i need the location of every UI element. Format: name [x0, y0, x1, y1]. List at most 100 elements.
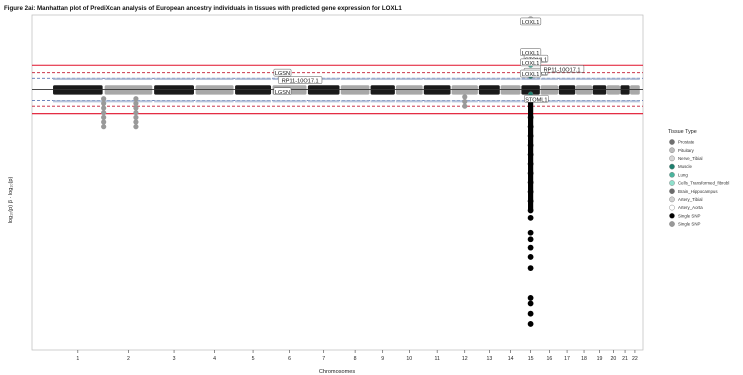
chrom-block-7	[307, 85, 340, 95]
y-axis-label: log₁₀(p) β · log₁₀(p)	[8, 176, 14, 223]
x-tick-label-15: 15	[528, 356, 534, 362]
cluster-point-1	[133, 124, 139, 130]
cluster-point-1	[133, 100, 139, 107]
x-tick-label-9: 9	[381, 356, 384, 362]
cluster-point-0	[101, 114, 107, 120]
chrom-noise-top-7	[307, 77, 340, 81]
chrom-block-21	[620, 85, 630, 95]
chrom-noise-top-17	[558, 77, 576, 81]
chrom-noise-top-8	[340, 77, 370, 81]
tail-point-4	[527, 151, 534, 158]
cluster-point-1	[133, 110, 139, 116]
gene-label-text: LOXL1	[522, 72, 539, 78]
x-tick-label-21: 21	[622, 356, 628, 362]
chrom-noise-top-5	[235, 77, 272, 81]
chrom-noise-top-13	[478, 77, 500, 81]
cluster-point-0	[101, 100, 107, 107]
chrom-block-16	[540, 85, 559, 95]
chrom-noise-bottom-14	[500, 100, 521, 103]
x-tick-label-7: 7	[322, 356, 325, 362]
gene-label-text: STOML1	[525, 97, 547, 103]
chrom-block-2	[104, 85, 153, 95]
tail-point-11	[527, 214, 534, 221]
chrom-noise-top-9	[370, 77, 395, 81]
chrom-noise-bottom-19	[592, 100, 607, 103]
chrom-block-18	[576, 85, 593, 95]
legend-label-6: Brain_Hippocampus	[678, 189, 718, 194]
chrom-block-14	[500, 85, 521, 95]
legend-swatch-5	[669, 180, 675, 186]
gene-label-8: RP11-10O17.1	[278, 76, 323, 85]
tail-point-2	[527, 133, 534, 139]
tail-point-20	[527, 321, 534, 327]
cluster-point-0	[101, 124, 107, 130]
gene-label-box	[273, 87, 292, 95]
legend-swatch-7	[669, 196, 675, 203]
chrom-noise-bottom-7	[307, 100, 340, 103]
chrom-noise-top-10	[395, 77, 423, 81]
legend-label-7: Artery_Tibial	[678, 197, 703, 202]
chrom-noise-bottom-3	[154, 100, 194, 103]
legend-swatch-3	[669, 163, 675, 170]
x-tick-label-11: 11	[434, 356, 439, 362]
x-tick-label-18: 18	[581, 356, 587, 362]
legend-swatch-2	[669, 155, 675, 162]
tail-point-13	[527, 236, 534, 243]
legend-swatch-9	[669, 212, 675, 219]
chrom-noise-bottom-18	[576, 100, 593, 103]
legend-swatch-8	[669, 204, 675, 211]
chrom-noise-bottom-22	[630, 100, 640, 103]
legend-label-0: Prostate	[678, 140, 695, 145]
legend-label-4: Lung	[678, 172, 688, 177]
cluster-point-2	[462, 98, 468, 105]
gene-label-box	[540, 65, 585, 73]
gene-label-text: RP11-10O17.1	[544, 68, 581, 74]
legend-label-3: Muscle	[678, 164, 692, 169]
chrom-block-3	[154, 85, 194, 95]
cluster-point-1	[133, 114, 139, 120]
cluster-point-0	[101, 110, 107, 116]
gene-label-box	[520, 69, 542, 78]
chrom-block-19	[592, 85, 607, 95]
cluster-point-1	[133, 96, 139, 102]
legend: Tissue Type Prostate Pituitary Nerve_Tibia…	[668, 129, 729, 227]
x-tick-label-14: 14	[508, 356, 514, 362]
chrom-noise-bottom-21	[620, 100, 630, 103]
chrom-noise-bottom-13	[478, 100, 500, 103]
x-tick-label-13: 13	[486, 356, 492, 362]
gene-labels: LOXL1LOXL1STOML1LOXL1STOML1LOXL1RP11-10O…	[273, 17, 585, 103]
chrom-noise-bottom-6	[272, 100, 307, 103]
cluster-point-2	[462, 94, 468, 100]
x-tick-label-19: 19	[597, 356, 603, 362]
tail-point-10	[527, 207, 534, 214]
cluster-point-1	[133, 105, 139, 111]
chart-title: Figure 2ai: Manhattan plot of PrediXcan …	[4, 5, 402, 12]
chrom-noise-bottom-5	[235, 100, 272, 103]
gene-label-7: LGSN	[273, 68, 292, 77]
legend-label-2: Nerve_Tibial	[678, 156, 703, 161]
legend-label-9: Single SNP	[678, 213, 701, 218]
gene-label-box	[520, 17, 542, 26]
x-tick-label-16: 16	[546, 356, 552, 362]
chrom-block-8	[340, 85, 370, 95]
gene-label-text: RP11-10O17.1	[282, 79, 319, 85]
chrom-noise-bottom-8	[340, 100, 370, 103]
cluster-point-1	[133, 119, 139, 125]
chrom-noise-top-4	[195, 77, 234, 81]
tail-point-15	[527, 254, 534, 260]
chrom-noise-bottom-9	[370, 100, 395, 103]
chrom-noise-top-2	[104, 77, 153, 81]
gene-label-3: LOXL1	[520, 58, 542, 67]
chrom-noise-top-1	[53, 77, 103, 81]
chrom-noise-bottom-2	[104, 100, 153, 103]
gene-label-text: LOXL1	[522, 61, 539, 67]
chrom-noise-top-12	[451, 77, 478, 81]
gene-label-text: LOXL1	[522, 51, 539, 57]
x-tick-label-8: 8	[354, 356, 357, 362]
chrom-noise-top-19	[592, 77, 607, 81]
x-tick-label-22: 22	[632, 356, 638, 362]
cluster-point-0	[101, 105, 107, 111]
chrom-block-10	[395, 85, 423, 95]
chrom-block-1	[53, 85, 103, 95]
chrom-block-15	[521, 85, 540, 95]
